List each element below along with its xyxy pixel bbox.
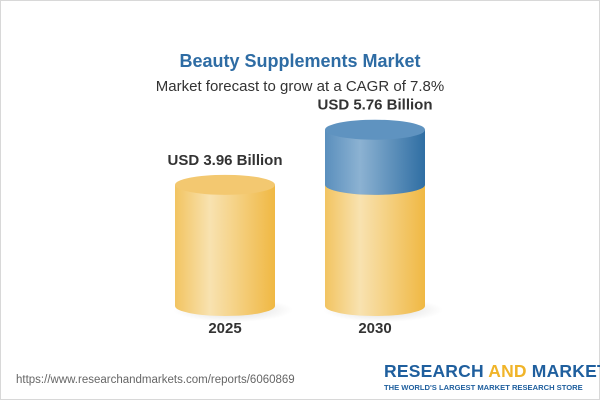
report-url[interactable]: https://www.researchandmarkets.com/repor… [16,374,295,386]
bar-2030-growth-top [325,119,425,140]
chart-title: Beauty Supplements Market [179,51,421,71]
x-tick-2025: 2025 [208,320,241,337]
x-tick-2030: 2030 [358,320,391,337]
bar-2030-base-body [325,184,425,316]
bar-2025-body [175,184,275,316]
research-and-markets-logo: RESEARCH AND MARKETS THE WORLD'S LARGEST… [384,361,600,392]
bar-2025-top [175,174,275,195]
chart-subtitle: Market forecast to grow at a CAGR of 7.8… [155,78,445,95]
bar-2030-growth [325,129,425,195]
data-label-2030: USD 5.76 Billion [317,97,432,114]
data-label-2025: USD 3.96 Billion [167,152,282,169]
